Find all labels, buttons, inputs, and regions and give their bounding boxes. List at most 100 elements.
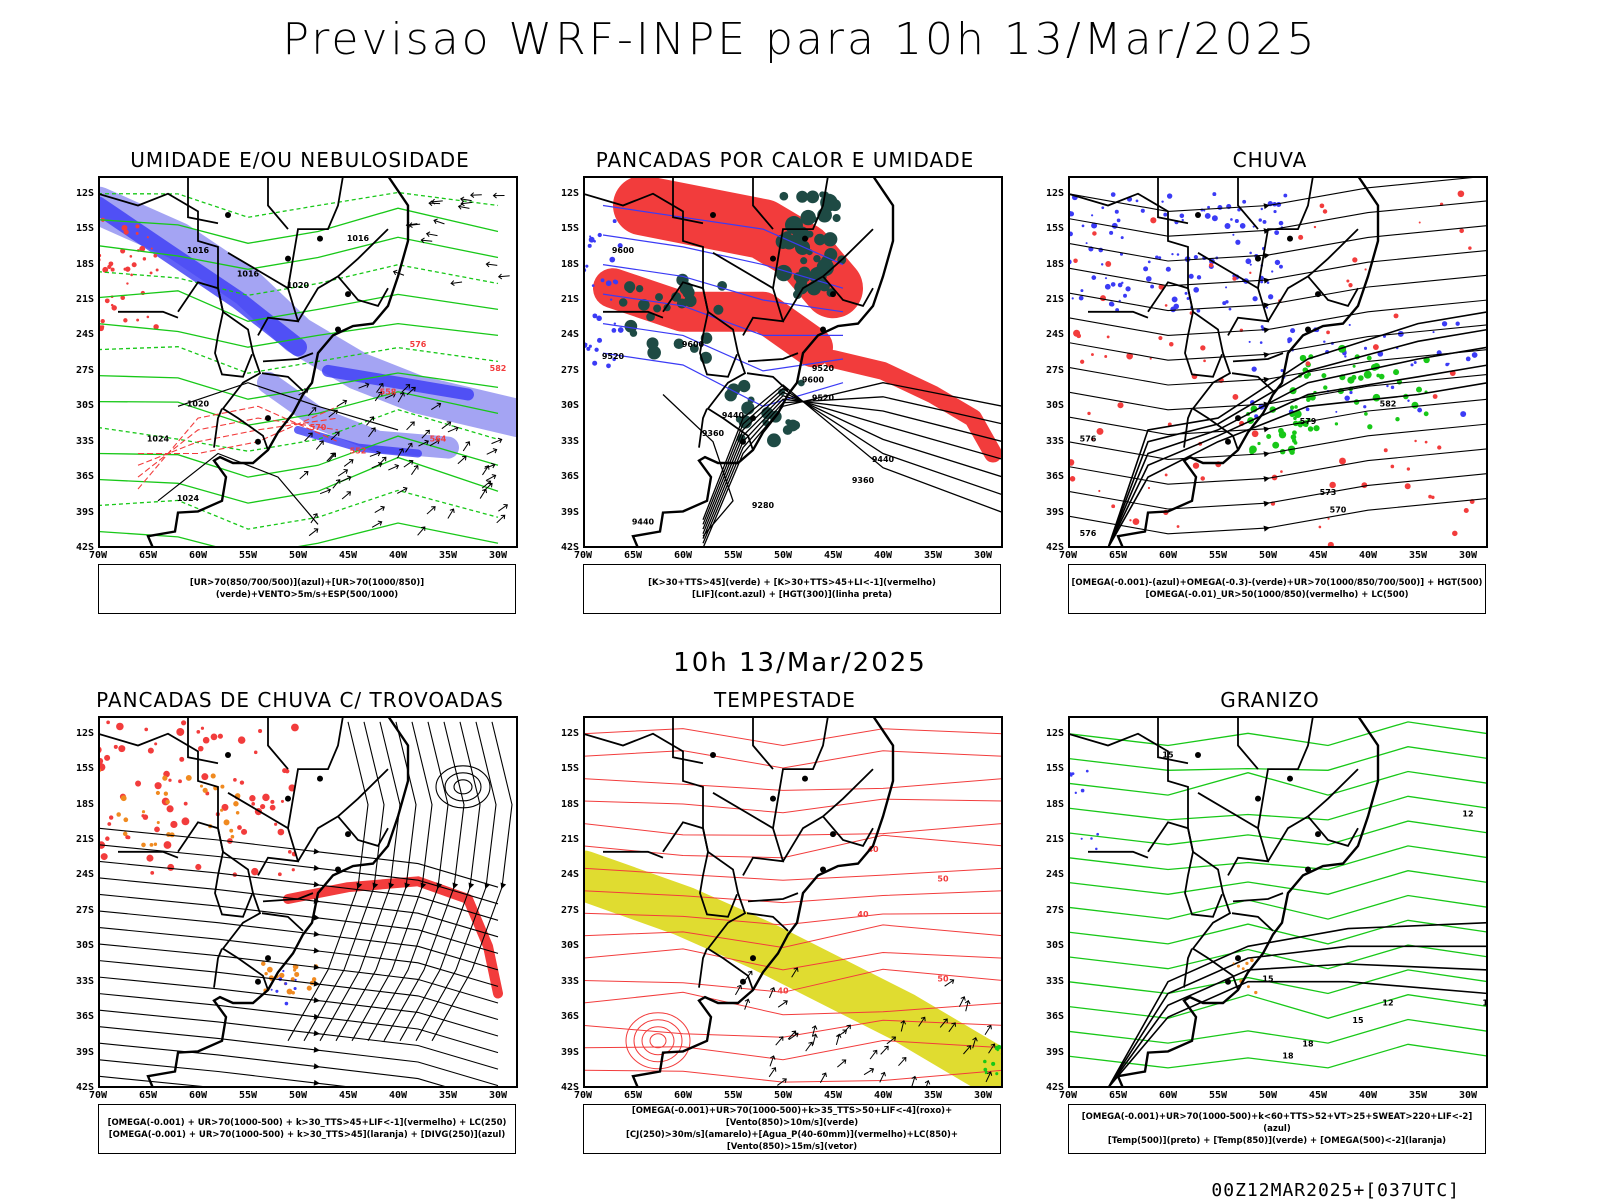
lon-tick-label: 60W [673,1090,693,1101]
storm-red-cell [163,841,172,849]
flow-arrow [484,882,491,890]
humidity-band-light [257,371,459,459]
lat-tick-label: 21S [560,834,579,845]
lake-marker [1287,775,1293,782]
omega-blue-cell [1228,307,1232,311]
legend-line: [UR>70(850/700/500)](azul)+[UR>70(1000/8… [189,578,425,600]
lat-tick-label: 18S [75,258,94,270]
storm-red-cell [100,853,108,861]
storm-orange-cell [294,971,300,977]
wind-vector [340,475,352,483]
vortex [625,1012,691,1070]
storm-orange-cell [286,988,293,995]
lon-tick-label: 30W [1458,550,1478,561]
omega-orange-cell [1246,985,1250,989]
storm-red-cell [113,744,118,749]
lake-marker [820,866,826,873]
storm-orange-cell [311,977,317,982]
lon-tick-label: 35W [923,550,943,561]
lon-tick-label: 70W [88,1090,108,1101]
vortex [453,779,473,795]
contour-label: 50 [937,874,949,883]
convective-area-cell [624,319,638,333]
contour-label: 9520 [602,352,625,361]
omega-blue-cell [1279,264,1283,269]
map-svg: 1518121518151215 [1068,716,1488,1088]
rain-red-cell [1169,341,1174,347]
water-contour [583,778,1003,791]
lake-marker [317,775,323,782]
omega-blue-cell [1222,301,1227,306]
lake-marker [285,795,291,802]
convective-area-cell [624,281,636,293]
omega-blue-cell [1417,407,1423,413]
flow-arrow [372,882,379,890]
contour-label: 40 [857,910,869,919]
rain-red-cell [1069,476,1076,482]
storm-red-cell [258,728,263,734]
storm-orange-cell [141,842,146,848]
moisture-red-cell [101,325,105,329]
rain-red-cell [1393,313,1399,319]
convective-area-cell [822,232,838,247]
storm-red-cell [237,736,246,744]
legend-line: [Temp(500)](preto) + [Temp(850)](verde) … [1107,1136,1447,1146]
lat-tick-label: 15S [1045,763,1064,775]
water-contour [583,798,1003,814]
rain-red-cell [1406,467,1411,471]
panel-granizo: GRANIZO 151812151815121512S15S18S21S24S2… [1030,688,1510,1178]
storm-orange-cell [279,972,285,979]
political-border [583,192,754,451]
pressure-contour [177,382,399,431]
wind-vector [429,439,440,447]
lat-tick-label: 33S [560,975,579,987]
water-contour [583,728,1003,747]
political-border [262,892,314,903]
legend-line: [OMEGA(-0.001)+UR>70(1000-500)+k>35_TTS>… [631,1106,953,1128]
lake-marker [740,978,746,985]
wind-vector [485,474,497,482]
lat-tick-label: 12S [1045,727,1064,739]
political-border [1183,408,1193,448]
lifted-index-dots-cell [592,360,598,366]
wind-vector [341,491,352,500]
omega-blue-cell [1245,258,1252,265]
lake-marker [1305,866,1311,873]
geopotential-contour [702,398,1003,539]
wind-vector [768,987,776,999]
omega-blue-cell [1150,284,1155,289]
map-frame [583,716,1003,1088]
storm-red-cell [108,815,114,820]
moisture-red-cell [104,298,110,304]
storm-red-cell [274,822,278,826]
instability-area [824,350,1002,463]
moisture-red-cell [111,305,117,311]
rain-red-cell [1327,517,1330,520]
lat-tick-label: 15S [75,763,94,775]
political-border [1157,176,1189,225]
omega-blue-cell [1140,208,1145,213]
storm-red-cell [233,778,237,782]
storm-red-cell [181,720,187,726]
storm-red-cell [179,756,185,762]
storm-red-cell [167,863,175,871]
political-border [1307,275,1359,307]
political-border [177,821,253,918]
moisture-red-cell [139,245,146,252]
omega-orange-cell [1236,964,1241,968]
political-border [267,716,289,770]
political-border [1231,912,1274,932]
moisture-red-cell [110,267,115,272]
divergence-blue-cell [282,969,285,973]
wind-vector [777,1000,788,1008]
lat-tick-label: 39S [560,506,579,518]
omega-blue-cell [1100,263,1104,266]
wind-vector [787,1030,797,1040]
political-border [1197,252,1270,336]
omega-blue-cell [1203,209,1206,212]
wind-vector [328,409,338,418]
height-contour [1107,328,1488,548]
storm-red-cell [146,854,154,862]
omega-blue-cell [1260,325,1264,329]
omega-green-cell [1313,425,1320,432]
